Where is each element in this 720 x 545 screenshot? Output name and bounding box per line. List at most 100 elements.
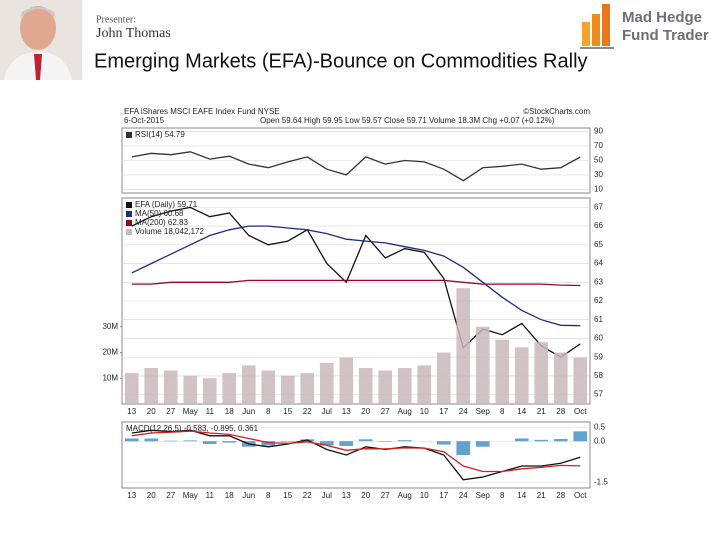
x-tick-label: 27 (166, 491, 175, 500)
bar (222, 373, 237, 404)
bar (534, 342, 549, 404)
bar (456, 288, 471, 404)
x-tick-label: 28 (556, 491, 565, 500)
chart-summary: Open 59.64 High 59.95 Low 59.57 Close 59… (260, 116, 555, 125)
line (131, 206, 581, 358)
x-tick-label: 20 (361, 491, 370, 500)
bar (514, 438, 529, 442)
legend-swatch (126, 132, 132, 138)
chart-date: 6-Oct-2015 (124, 116, 165, 125)
y-tick-label: 64 (594, 259, 603, 268)
bar (183, 375, 198, 404)
bar (514, 347, 529, 404)
line (131, 430, 581, 473)
bar (417, 365, 432, 404)
bar (319, 441, 334, 446)
y-tick-label: 59 (594, 352, 603, 361)
bar (163, 440, 178, 442)
y-tick-label: 61 (594, 315, 603, 324)
legend-swatch (126, 202, 132, 208)
bar (573, 431, 588, 442)
y-tick-label: 57 (594, 390, 603, 399)
plots: 10 30 50 70 90 RSI(14) 54.79 57 58 59 60 61 62 63 64 6… (102, 127, 608, 500)
x-tick-label: 13 (127, 407, 136, 416)
x-tick-label: 10 (420, 407, 429, 416)
bar (553, 352, 568, 404)
x-tick-label: 21 (537, 491, 546, 500)
x-tick-label: Oct (574, 491, 587, 500)
bar (553, 439, 568, 442)
legend-label: RSI(14) 54.79 (135, 130, 185, 139)
x-tick-label: May (183, 407, 198, 416)
x-tick-label: May (183, 491, 198, 500)
y-tick-label: 63 (594, 277, 603, 286)
x-tick-label: 13 (127, 491, 136, 500)
y-tick-label: 10 (594, 184, 603, 193)
legend-swatch (126, 229, 132, 235)
bar (241, 365, 256, 404)
line (131, 225, 581, 327)
presenter-photo (0, 0, 82, 80)
legend-swatch (126, 211, 132, 217)
logo-icon (580, 4, 614, 49)
x-tick-label: 22 (303, 407, 312, 416)
x-tick-label: 27 (381, 491, 390, 500)
bar (339, 357, 354, 404)
x-tick-label: 17 (439, 491, 448, 500)
logo-text: Mad Hedge (622, 9, 702, 26)
y2-tick-label: 10M (102, 373, 118, 382)
x-tick-label: 14 (517, 407, 526, 416)
x-tick-label: Sep (476, 491, 491, 500)
x-tick-label: 20 (361, 407, 370, 416)
x-tick-label: 14 (517, 491, 526, 500)
bar (475, 441, 490, 447)
bar (378, 441, 393, 442)
panel-label: MACD(12,26,5) -0.583, -0.895, 0.361 (126, 424, 259, 433)
x-tick-label: 27 (381, 407, 390, 416)
x-tick-label: 22 (303, 491, 312, 500)
x-tick-label: 21 (537, 407, 546, 416)
bar (202, 441, 217, 444)
bar (319, 362, 334, 404)
bar (495, 339, 510, 404)
bar (436, 441, 451, 445)
legend-label: EFA (Daily) 59.71 (135, 200, 198, 209)
y2-tick-label: 20M (102, 348, 118, 357)
y2-tick-label: 30M (102, 322, 118, 331)
y-tick-label: 65 (594, 240, 603, 249)
x-tick-label: 18 (225, 407, 234, 416)
x-tick-label: 8 (266, 491, 271, 500)
x-tick-label: Oct (574, 407, 587, 416)
x-tick-label: 15 (283, 407, 292, 416)
bar (124, 373, 139, 404)
x-tick-label: Jul (322, 407, 332, 416)
legend-label: MA(50) 60.68 (135, 209, 184, 218)
chart-symbol: EFA iShares MSCI EAFE Index Fund NYSE (124, 107, 280, 116)
legend-label: Volume 18,042,172 (135, 227, 204, 236)
bar (124, 438, 139, 442)
x-tick-label: 18 (225, 491, 234, 500)
x-tick-label: Sep (476, 407, 491, 416)
chart-source: ©StockCharts.com (523, 107, 590, 116)
y-tick-label: 70 (594, 141, 603, 150)
bar (280, 441, 295, 442)
bar (378, 370, 393, 404)
y-tick-label: 0.5 (594, 423, 606, 432)
presenter-name: John Thomas (96, 26, 171, 41)
y-tick-label: -1.5 (594, 478, 608, 487)
x-tick-label: 10 (420, 491, 429, 500)
bar (436, 352, 451, 404)
x-tick-label: 20 (147, 407, 156, 416)
bar (222, 441, 237, 443)
bar (573, 357, 588, 404)
line (131, 151, 581, 182)
logo-text: Fund Trader (622, 27, 709, 44)
bar (163, 370, 178, 404)
x-tick-label: 28 (556, 407, 565, 416)
y-tick-label: 58 (594, 371, 603, 380)
y-tick-label: 60 (594, 334, 603, 343)
bar (280, 375, 295, 404)
x-tick-label: Jun (242, 407, 255, 416)
bar (261, 441, 276, 446)
bar (144, 438, 159, 442)
